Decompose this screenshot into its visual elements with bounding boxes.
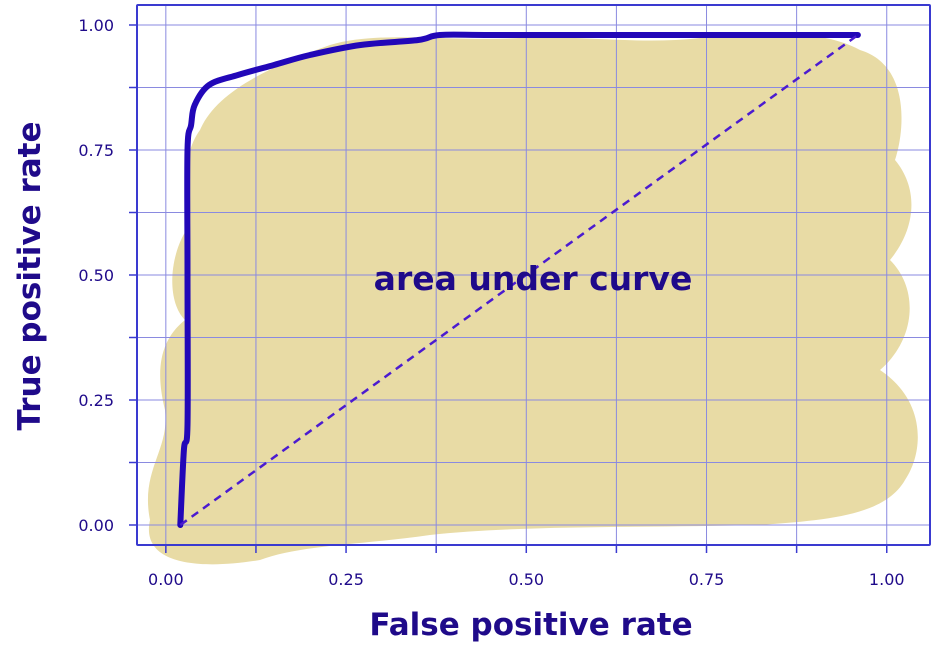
y-axis-title: True positive rate <box>12 121 48 430</box>
x-tick-label: 0.25 <box>328 570 364 589</box>
x-axis-title: False positive rate <box>369 607 692 643</box>
y-tick-label: 0.75 <box>78 141 114 160</box>
series-layer <box>177 31 861 528</box>
x-tick-label: 0.50 <box>508 570 544 589</box>
x-tick-label: 1.00 <box>869 570 905 589</box>
grid-lines <box>137 5 930 545</box>
roc-curve-line <box>177 31 861 528</box>
y-tick-label: 0.25 <box>78 391 114 410</box>
y-tick-label: 0.50 <box>78 266 114 285</box>
axis-ticks: 0.00 0.25 0.50 0.75 1.00 0.00 0.25 0.50 0.75 1.00 <box>78 16 904 589</box>
annotation-area-under-curve: area under curve <box>374 259 693 298</box>
y-tick-label: 0.00 <box>78 516 114 535</box>
area-under-curve-fill <box>147 33 918 565</box>
y-tick-label: 1.00 <box>78 16 114 35</box>
x-tick-label: 0.75 <box>689 570 725 589</box>
x-tick-label: 0.00 <box>148 570 184 589</box>
